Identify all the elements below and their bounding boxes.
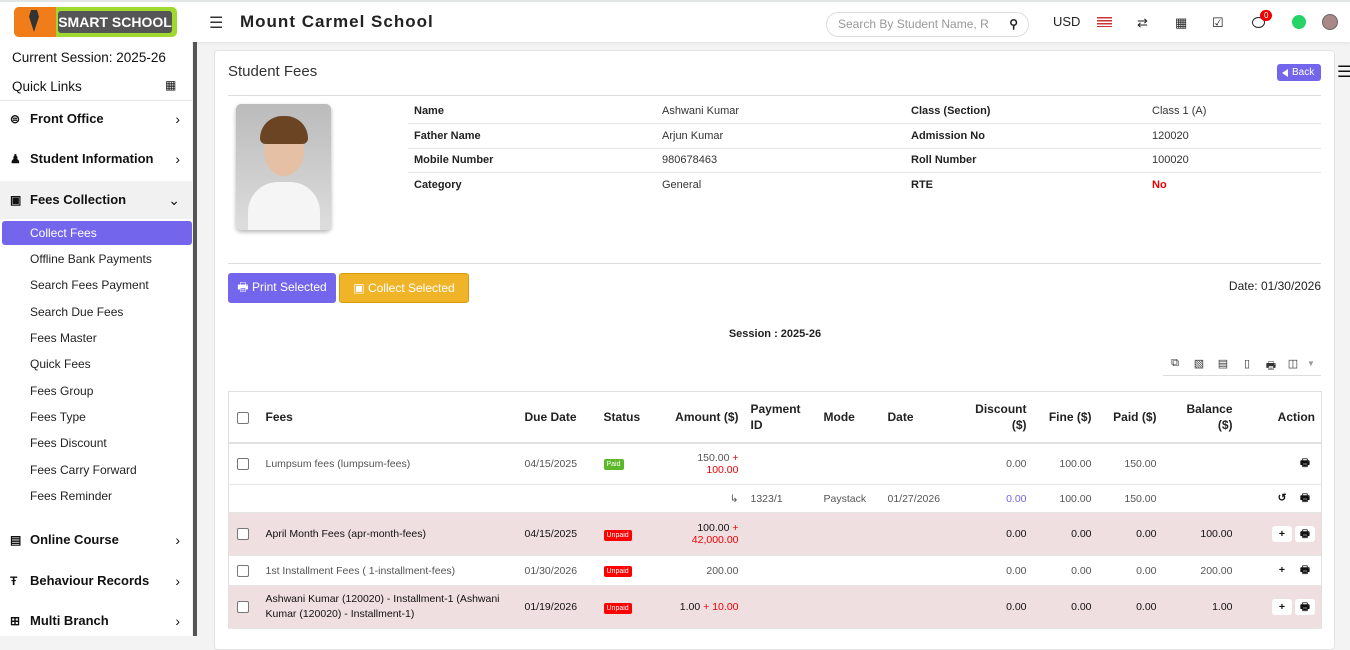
table-row: Ashwani Kumar (120020) - Installment-1 (… — [228, 585, 1322, 629]
switch-icon[interactable]: ⇄ — [1137, 15, 1148, 30]
add-fee-button[interactable]: + — [1272, 526, 1292, 542]
print-icon[interactable]: 🖶 — [1300, 491, 1310, 504]
add-fee-button[interactable]: + — [1278, 563, 1286, 576]
arrow-left-icon — [1282, 69, 1288, 77]
student-photo — [236, 104, 331, 230]
side-menu-icon[interactable]: ☰ — [1337, 64, 1350, 81]
sub-row-arrow-icon: ↳ — [657, 484, 745, 513]
fees-table: Fees Due Date Status Amount ($) Payment ID Mo… — [228, 391, 1322, 629]
row-checkbox[interactable] — [237, 528, 249, 541]
sidebar-sub-fees-group[interactable]: Fees Group — [30, 384, 94, 398]
columns-icon[interactable]: ◫ — [1287, 358, 1299, 370]
pdf-icon[interactable]: ▯ — [1243, 358, 1251, 370]
copy-icon[interactable]: ⧉ — [1171, 357, 1179, 369]
csv-icon[interactable]: ▤ — [1217, 358, 1229, 370]
sidebar-item-online-course[interactable]: ▤ Online Course › — [0, 521, 192, 559]
smart-school-logo[interactable]: SMART SCHOOL — [14, 7, 177, 37]
sidebar-sub-collect-fees[interactable]: Collect Fees — [2, 221, 192, 245]
calendar-icon[interactable]: ▦ — [1175, 15, 1188, 30]
page-title: Student Fees — [228, 63, 318, 80]
chevron-right-icon: › — [175, 532, 180, 548]
dropdown-caret-icon[interactable]: ▼ — [1307, 359, 1315, 368]
sidebar-item-fees-collection[interactable]: ▣ Fees Collection ⌄ — [0, 181, 192, 219]
user-avatar[interactable] — [1322, 14, 1338, 30]
session-label: Session : 2025-26 — [728, 328, 822, 340]
print-button[interactable]: 🖶 — [1295, 599, 1315, 615]
money-icon: ▣ — [10, 193, 22, 207]
chat-icon[interactable] — [1252, 17, 1265, 28]
menu-toggle-icon[interactable]: ☰ — [209, 15, 224, 32]
row-checkbox[interactable] — [237, 457, 249, 470]
notification-badge: 0 — [1260, 10, 1273, 21]
table-row: 1st Installment Fees ( 1-installment-fee… — [228, 555, 1322, 586]
user-plus-icon: ♟ — [10, 152, 21, 166]
sidebar-sub-offline-bank-payments[interactable]: Offline Bank Payments — [30, 252, 152, 266]
us-flag-icon[interactable] — [1097, 17, 1112, 27]
quick-links[interactable]: Quick Links — [12, 79, 82, 94]
student-info-table: Name Ashwani Kumar Class (Section) Class 1 … — [408, 99, 1321, 197]
chevron-down-icon: ⌄ — [168, 192, 180, 208]
sidebar-sub-fees-discount[interactable]: Fees Discount — [30, 436, 107, 450]
sidebar-item-behaviour-records[interactable]: Ŧ Behaviour Records › — [0, 562, 192, 600]
print-icon[interactable]: 🖶 — [1300, 563, 1310, 576]
sidebar: Current Session: 2025-26 Quick Links ▦ ⊜… — [0, 42, 192, 636]
excel-icon[interactable]: ▧ — [1193, 358, 1205, 370]
print-button[interactable]: 🖶 — [1295, 526, 1315, 542]
row-checkbox[interactable] — [237, 564, 249, 577]
table-header: Fees Due Date Status Amount ($) Payment ID Mo… — [228, 391, 1322, 444]
print-icon[interactable]: 🖶 — [1265, 360, 1277, 372]
export-toolbar: ⧉ ▧ ▤ ▯ 🖶 ◫ ▼ — [1163, 356, 1321, 376]
chevron-right-icon: › — [175, 151, 180, 167]
sidebar-item-front-office[interactable]: ⊜ Front Office › — [0, 100, 192, 138]
sidebar-sub-search-fees-payment[interactable]: Search Fees Payment — [30, 278, 149, 292]
current-session[interactable]: Current Session: 2025-26 — [12, 50, 166, 65]
sidebar-sub-fees-type[interactable]: Fees Type — [30, 410, 86, 424]
sidebar-sub-fees-reminder[interactable]: Fees Reminder — [30, 489, 113, 503]
whatsapp-icon[interactable] — [1292, 15, 1306, 29]
table-row: April Month Fees (apr-month-fees) 04/15/2… — [228, 512, 1322, 556]
row-checkbox[interactable] — [237, 601, 249, 614]
table-row: Lumpsum fees (lumpsum-fees) 04/15/2025 Pa… — [228, 442, 1322, 485]
course-icon: ▤ — [10, 533, 22, 547]
status-badge: Unpaid — [603, 602, 632, 614]
search-icon[interactable]: ⚲ — [1009, 17, 1018, 31]
chevron-right-icon: › — [175, 111, 180, 127]
grid-icon[interactable]: ▦ — [165, 78, 177, 92]
status-badge: Unpaid — [603, 529, 632, 541]
chevron-right-icon: › — [175, 573, 180, 589]
sidebar-item-multi-branch[interactable]: ⊞ Multi Branch › — [0, 602, 192, 640]
school-name: Mount Carmel School — [240, 12, 434, 31]
sidebar-sub-search-due-fees[interactable]: Search Due Fees — [30, 305, 124, 319]
current-date: Date: 01/30/2026 — [1228, 279, 1321, 293]
branch-icon: ⊞ — [10, 614, 21, 628]
sidebar-scrollbar[interactable] — [193, 42, 197, 636]
status-badge: Paid — [603, 459, 624, 471]
collect-selected-button[interactable]: ▣ Collect Selected — [339, 273, 469, 303]
add-fee-button[interactable]: + — [1272, 599, 1292, 615]
currency-selector[interactable]: USD — [1053, 14, 1081, 29]
payment-sub-row: ↳ 1323/1 Paystack 01/27/2026 0.00 100.00 150… — [228, 484, 1322, 513]
sidebar-sub-fees-master[interactable]: Fees Master — [30, 331, 97, 345]
back-button[interactable]: Back — [1277, 64, 1321, 81]
front-office-icon: ⊜ — [10, 112, 21, 126]
select-all-checkbox[interactable] — [237, 411, 249, 424]
revert-icon[interactable]: ↺ — [1277, 491, 1287, 504]
sidebar-sub-fees-carry-forward[interactable]: Fees Carry Forward — [30, 463, 137, 477]
print-selected-button[interactable]: 🖶 Print Selected — [228, 273, 336, 303]
sidebar-sub-quick-fees[interactable]: Quick Fees — [30, 357, 91, 371]
search-input[interactable]: Search By Student Name, R ⚲ — [826, 12, 1029, 37]
chevron-right-icon: › — [175, 613, 180, 629]
status-badge: Unpaid — [603, 566, 632, 577]
behaviour-icon: Ŧ — [10, 574, 18, 588]
top-header: SMART SCHOOL ☰ Mount Carmel School Searc… — [0, 0, 1350, 42]
sidebar-item-student-information[interactable]: ♟ Student Information › — [0, 140, 192, 178]
print-icon[interactable]: 🖶 — [1300, 456, 1310, 469]
task-check-icon[interactable]: ☑ — [1212, 15, 1224, 30]
